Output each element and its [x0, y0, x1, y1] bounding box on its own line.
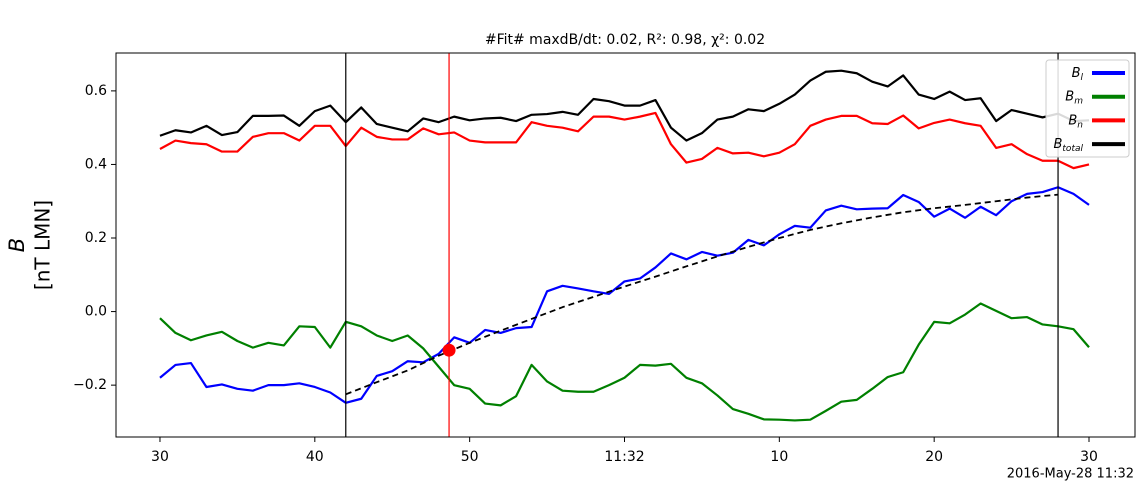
legend-sub: n	[1077, 120, 1083, 130]
chart-title: #Fit# maxdB/dt: 0.02, R²: 0.98, χ²: 0.02	[485, 32, 765, 48]
fit-line	[345, 193, 1059, 396]
x-tick-label: 11:32	[604, 449, 644, 465]
legend-sub: total	[1062, 144, 1083, 154]
y-label: B	[5, 238, 29, 252]
legend-name: B	[1068, 113, 1077, 128]
x-tick-label: 40	[306, 449, 324, 465]
legend-label: Btotal	[1053, 137, 1083, 154]
y-tick-label: −0.2	[73, 377, 107, 393]
y-tick-label: 0.4	[85, 156, 107, 172]
x-tick-label: 10	[770, 449, 788, 465]
legend-sub: m	[1074, 96, 1083, 106]
y-label-unit: [nT LMN]	[31, 200, 55, 290]
y-tick-label: 0.6	[85, 83, 107, 99]
series-line	[159, 69, 1090, 142]
series-line	[159, 302, 1090, 422]
legend-name: B	[1053, 137, 1062, 152]
legend-label: Bm	[1065, 89, 1083, 106]
legend-sub: l	[1080, 73, 1083, 83]
series-line	[159, 186, 1090, 404]
plot-frame	[115, 52, 1136, 438]
legend-name: B	[1065, 89, 1074, 104]
legend-label: Bn	[1068, 113, 1083, 130]
marker-point	[442, 343, 456, 357]
y-tick-label: 0.2	[85, 230, 107, 246]
legend-label: Bl	[1072, 66, 1084, 83]
legend-name: B	[1072, 66, 1081, 81]
legend-box	[1045, 59, 1130, 158]
x-tick-label: 30	[151, 449, 169, 465]
y-axis-label: B [nT LMN]	[5, 200, 55, 290]
x-tick-label: 30	[1080, 449, 1098, 465]
x-tick-label: 20	[925, 449, 943, 465]
x-tick-label: 50	[461, 449, 479, 465]
series-line	[159, 111, 1090, 170]
y-tick-label: 0.0	[85, 304, 107, 320]
footer-date: 2016-May-28 11:32	[1007, 467, 1134, 482]
